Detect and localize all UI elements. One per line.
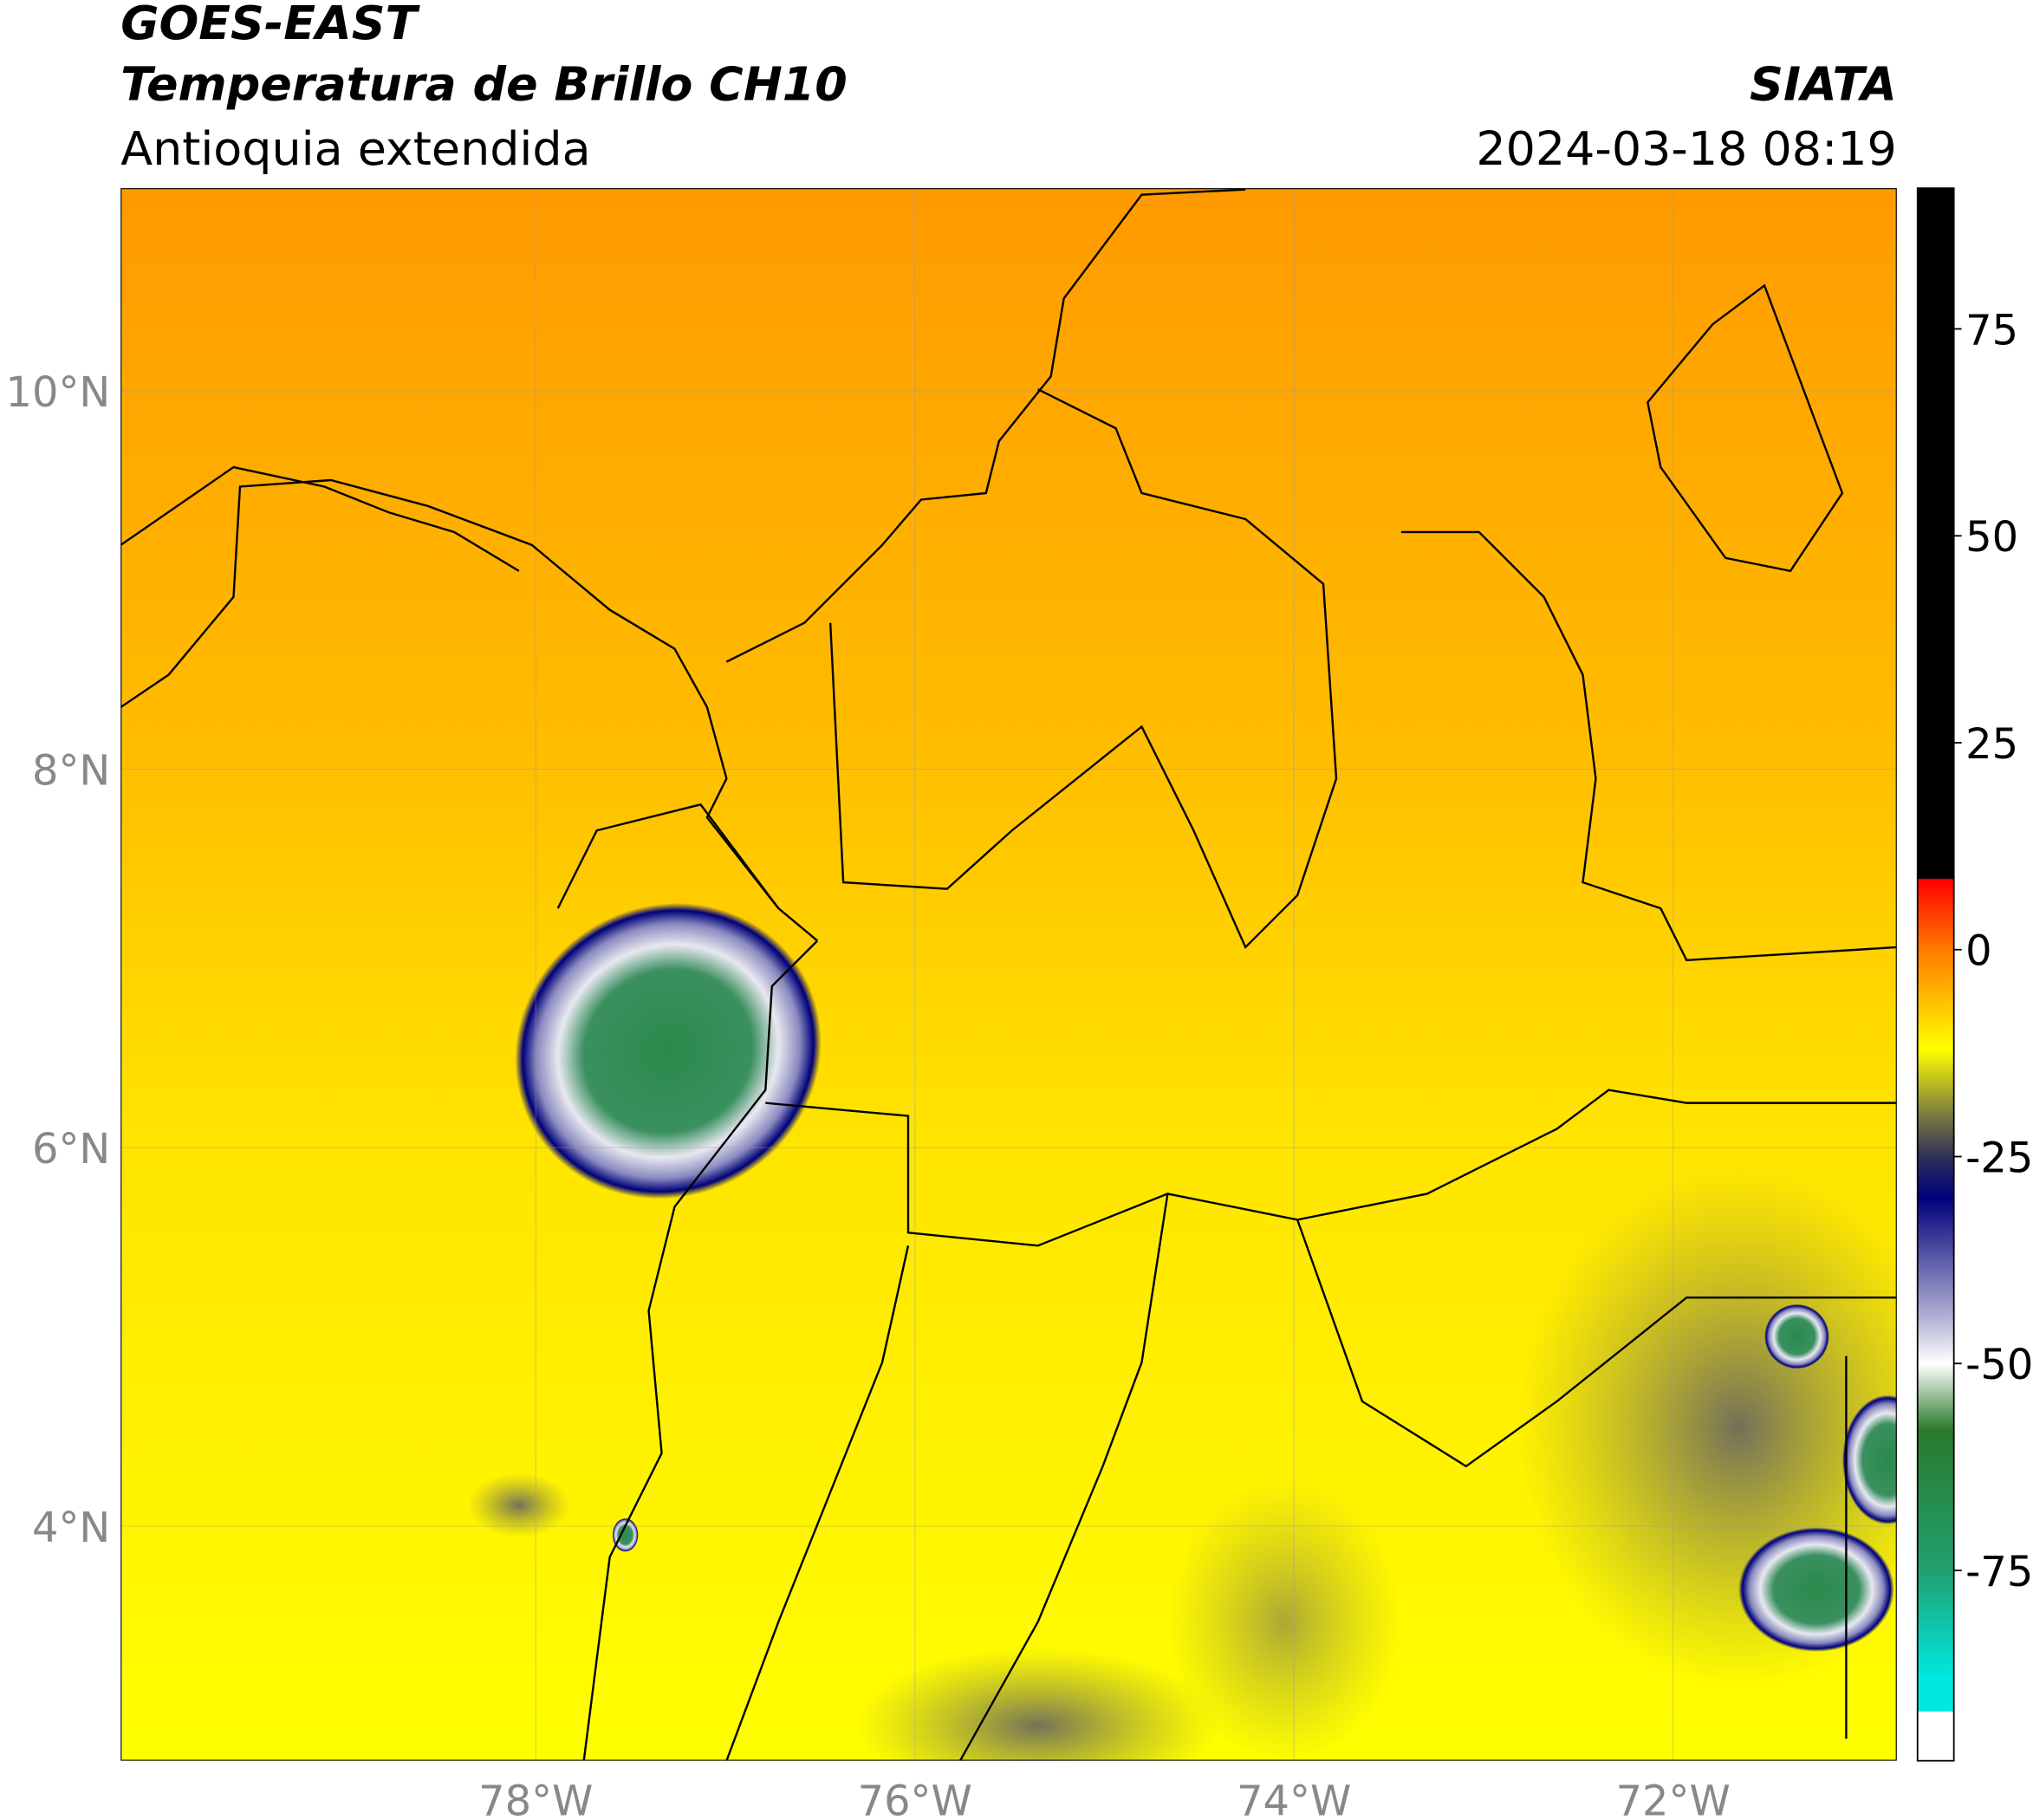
lon-tick-label: 78°W — [478, 1778, 593, 1820]
coastline — [120, 465, 520, 572]
lat-tick-label: 8°N — [32, 747, 110, 795]
boundary — [1400, 283, 1897, 962]
colorbar-tick-label: 25 — [1965, 721, 2018, 769]
colorbar-tick-label: -25 — [1965, 1134, 2033, 1182]
colorbar-tick-label: 75 — [1965, 307, 2018, 354]
lon-tick-label: 72°W — [1616, 1778, 1731, 1820]
axis-ticks: 78°W 76°W 74°W 72°W 10°N 8°N 6°N 4°N — [6, 369, 1731, 1820]
coastline — [725, 188, 1246, 663]
region: Antioquia extendida — [120, 121, 590, 176]
colorbar-tick-label: -50 — [1965, 1342, 2033, 1389]
subtitle: Temperatura de Brillo CH10 — [120, 56, 848, 111]
lat-tick-label: 4°N — [32, 1505, 110, 1552]
storm-cloud — [1738, 1527, 1894, 1652]
colorbar-frame — [1916, 187, 1955, 1762]
grid — [120, 188, 1897, 1761]
colorbar-tick-label: 50 — [1965, 514, 2018, 562]
lon-tick-label: 76°W — [858, 1778, 972, 1820]
map-area — [120, 188, 1897, 1761]
source: SIATA — [1750, 56, 1897, 111]
title: GOES-EAST — [120, 0, 420, 50]
colorbar-ticks: 75 50 25 0 -25 -50 -75 — [1953, 307, 2033, 1596]
coastline — [582, 939, 819, 1761]
cloud-shadow — [466, 1472, 571, 1538]
storm-cloud — [612, 1518, 639, 1552]
lat-tick-label: 6°N — [32, 1126, 110, 1173]
colorbar-tick-label: 0 — [1965, 928, 1991, 976]
cloud-shadow — [1167, 1479, 1401, 1761]
cloud-shadow — [856, 1648, 1220, 1761]
boundary — [828, 388, 1338, 950]
colorbar-tick-label: -75 — [1965, 1549, 2033, 1596]
storm-cloud — [1764, 1303, 1829, 1369]
storm-cloud — [1841, 1394, 1897, 1525]
storm-cloud — [515, 902, 822, 1199]
datetime: 2024-03-18 08:19 — [1476, 121, 1896, 176]
colorbar — [1917, 188, 1954, 1761]
lat-tick-label: 10°N — [6, 369, 111, 417]
lon-tick-label: 74°W — [1237, 1778, 1351, 1820]
coastline — [120, 478, 818, 942]
boundary — [725, 1193, 1897, 1761]
